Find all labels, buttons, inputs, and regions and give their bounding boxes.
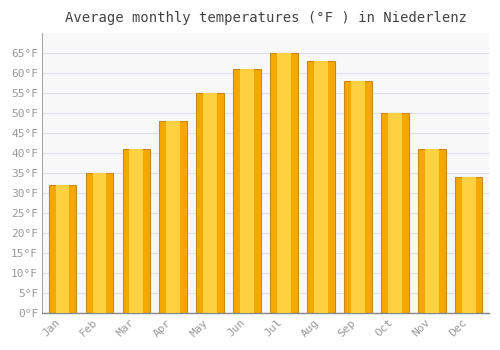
Bar [270,53,298,313]
Bar [344,81,372,313]
Bar [462,177,475,313]
Bar [122,149,150,313]
Bar [86,173,114,313]
Bar [277,53,291,313]
Bar [130,149,143,313]
Bar [160,121,187,313]
Bar [240,69,254,313]
Bar [388,113,402,313]
Bar [196,93,224,313]
Bar [351,81,365,313]
Bar [307,61,335,313]
Bar [314,61,328,313]
Bar [92,173,106,313]
Bar [56,185,70,313]
Title: Average monthly temperatures (°F ) in Niederlenz: Average monthly temperatures (°F ) in Ni… [64,11,466,25]
Bar [454,177,482,313]
Bar [166,121,180,313]
Bar [381,113,408,313]
Bar [48,185,76,313]
Bar [425,149,438,313]
Bar [204,93,217,313]
Bar [418,149,446,313]
Bar [234,69,261,313]
